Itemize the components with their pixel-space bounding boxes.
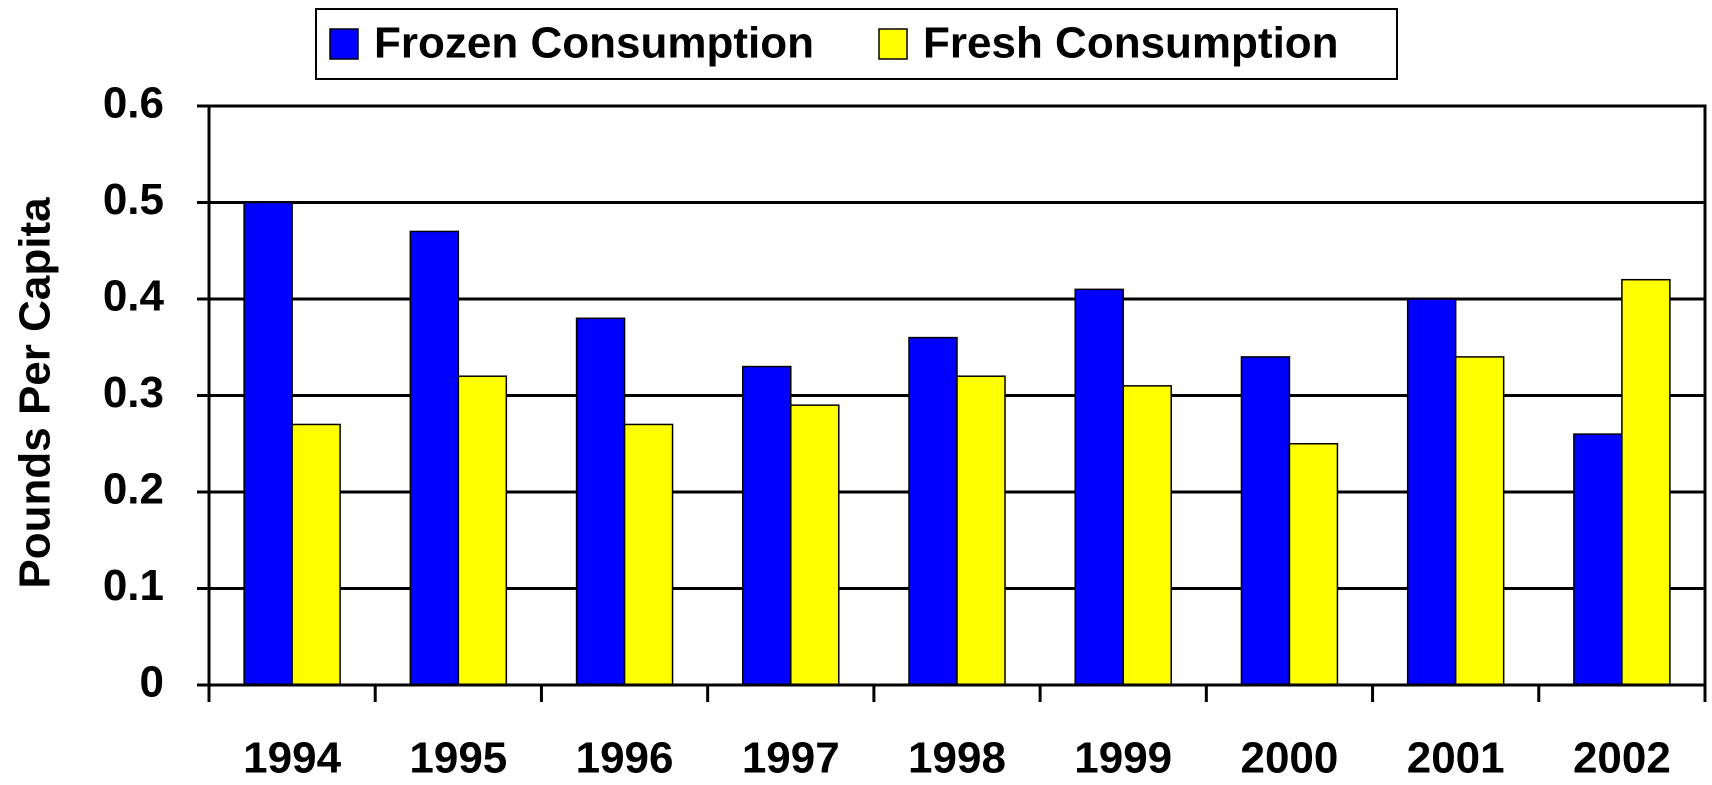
bar [908, 336, 958, 686]
bar [1122, 385, 1172, 686]
y-tick-label: 0.2 [103, 465, 164, 514]
bar [575, 317, 626, 686]
bar [956, 375, 1006, 686]
y-tick-label: 0.5 [103, 175, 164, 224]
bar [457, 375, 508, 686]
legend-box [315, 8, 1398, 80]
bar [790, 404, 840, 686]
legend-label: Frozen Consumption [374, 19, 814, 68]
bar [1573, 433, 1623, 686]
y-tick-label: 0.3 [103, 368, 164, 417]
x-tick-label: 1996 [576, 734, 674, 783]
bar [243, 201, 293, 686]
x-tick-label: 1999 [1074, 734, 1172, 783]
bar [1240, 356, 1291, 686]
y-tick-label: 0.6 [103, 79, 164, 128]
legend-swatch [329, 28, 359, 60]
x-tick-label: 2001 [1407, 734, 1505, 783]
bar [409, 230, 460, 686]
bar [1288, 443, 1339, 686]
bar [291, 423, 341, 686]
bar [1454, 356, 1505, 686]
bar [1074, 288, 1124, 686]
y-tick-label: 0 [140, 658, 164, 707]
bar [1406, 298, 1457, 686]
x-tick-label: 1994 [243, 734, 341, 783]
x-tick-label: 2000 [1240, 734, 1338, 783]
bar [1621, 278, 1671, 686]
bar [623, 423, 674, 686]
x-tick-label: 1997 [742, 734, 840, 783]
x-tick-label: 1998 [908, 734, 1006, 783]
x-tick-label: 2002 [1573, 734, 1671, 783]
x-tick-label: 1995 [409, 734, 507, 783]
y-tick-label: 0.4 [103, 272, 165, 321]
y-axis-title: Pounds Per Capita [11, 197, 60, 589]
y-tick-label: 0.1 [103, 561, 164, 610]
bar [742, 365, 792, 686]
legend-label: Fresh Consumption [923, 19, 1339, 68]
legend-swatch [878, 28, 908, 60]
